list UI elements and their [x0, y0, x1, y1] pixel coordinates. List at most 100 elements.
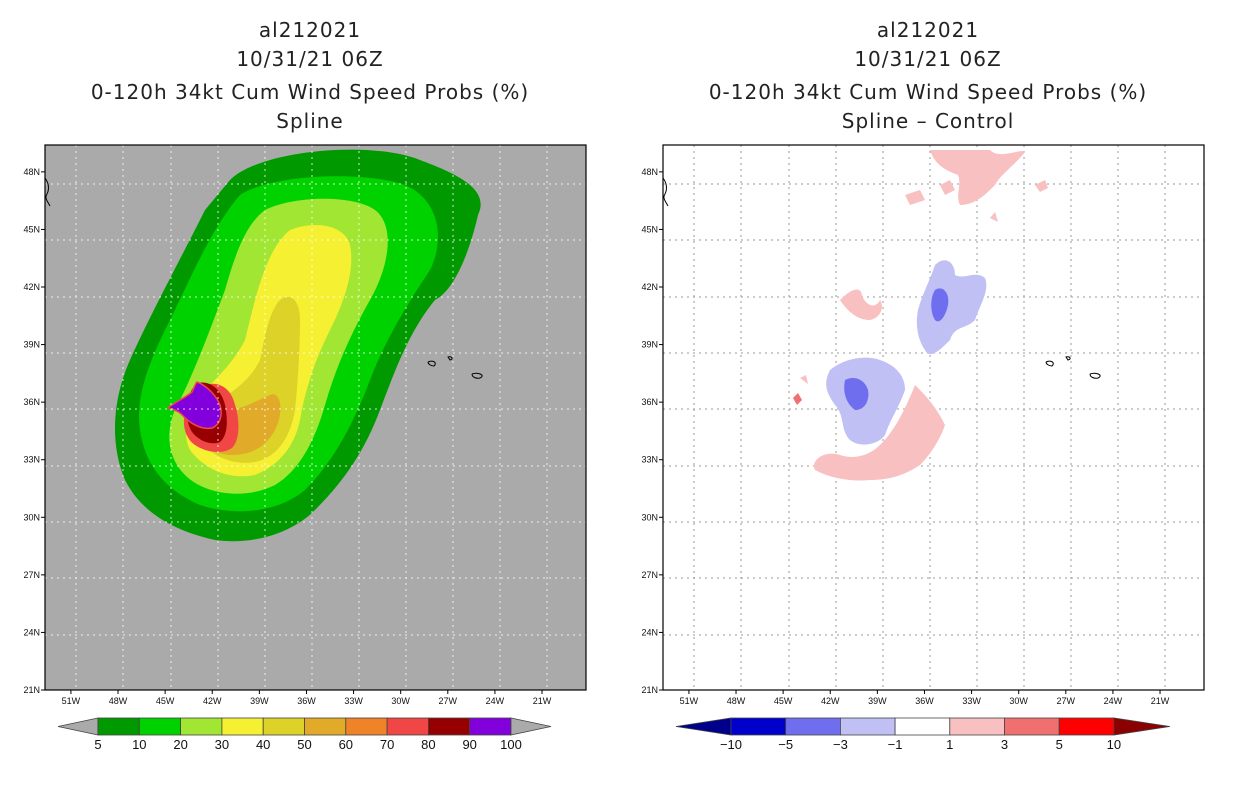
- x-tick-label: 21W: [533, 696, 552, 706]
- x-tick-label: 27W: [439, 696, 458, 706]
- positive-region-lower-small-1: [793, 393, 802, 405]
- x-tick-label: 30W: [1009, 696, 1028, 706]
- y-tick-label: 30N: [23, 512, 40, 522]
- left-coastlines: [44, 177, 483, 379]
- colorbar-swatch: [304, 717, 347, 736]
- positive-region-top-small-1: [905, 190, 925, 205]
- x-tick-label: 21W: [1151, 696, 1170, 706]
- x-tick-label: 48W: [727, 696, 746, 706]
- y-tick-label: 30N: [641, 512, 658, 522]
- colorbar-swatch: [469, 717, 512, 736]
- x-tick-label: 51W: [680, 696, 699, 706]
- y-tick-label: 33N: [23, 455, 40, 465]
- colorbar-swatch: [1004, 717, 1060, 736]
- positive-region-lower-small-2: [800, 375, 808, 384]
- colorbar-extend-high: [1113, 717, 1170, 736]
- colorbar-label: 50: [297, 737, 311, 752]
- positive-region-top-small-4: [990, 212, 998, 222]
- colorbar-swatch: [138, 717, 182, 736]
- colorbar-swatch: [1058, 717, 1115, 736]
- left-colorbar: 5 10 20 30 40 50 60 70 80 90 100: [57, 717, 552, 752]
- colorbar-extend-low: [675, 717, 732, 736]
- y-tick-label: 39N: [23, 340, 40, 350]
- x-tick-label: 24W: [486, 696, 505, 706]
- negative-region-lower-core: [844, 378, 869, 410]
- colorbar-label: 5: [94, 737, 101, 752]
- colorbar-label: −10: [720, 737, 742, 752]
- right-colorbar: −10 −5 −3 −1 1 3 5 10: [675, 717, 1170, 752]
- colorbar-extend-low: [57, 717, 99, 736]
- colorbar-label: 10: [1107, 737, 1121, 752]
- x-tick-label: 51W: [62, 696, 81, 706]
- colorbar-swatch: [427, 717, 471, 736]
- y-tick-label: 45N: [23, 224, 40, 234]
- y-tick-label: 24N: [641, 627, 658, 637]
- positive-region-top: [930, 150, 1025, 205]
- right-datetime: 10/31/21 06Z: [854, 47, 1002, 71]
- colorbar-label: 100: [500, 737, 522, 752]
- right-y-axis: 21N 24N 27N 30N 33N 36N 39N 42N 45N 48N: [641, 167, 663, 695]
- colorbar-label: −5: [778, 737, 793, 752]
- colorbar-label: 70: [380, 737, 394, 752]
- right-title: 0-120h 34kt Cum Wind Speed Probs (%): [708, 80, 1148, 104]
- y-tick-label: 33N: [641, 455, 658, 465]
- negative-region-upper: [916, 260, 987, 355]
- x-tick-label: 36W: [915, 696, 934, 706]
- left-contours: [114, 149, 481, 542]
- colorbar-label: 60: [339, 737, 353, 752]
- left-subtitle: Spline: [276, 109, 344, 133]
- colorbar-swatch: [894, 717, 951, 736]
- y-tick-label: 42N: [23, 282, 40, 292]
- colorbar-swatch: [949, 717, 1005, 736]
- colorbar-label: 40: [256, 737, 270, 752]
- colorbar-label: −3: [833, 737, 848, 752]
- colorbar-swatch: [840, 717, 896, 736]
- right-diff-regions: [793, 150, 1048, 481]
- colorbar-label: 80: [421, 737, 435, 752]
- colorbar-label: 5: [1056, 737, 1063, 752]
- contour-90: [166, 381, 222, 430]
- left-title-block: al212021 10/31/21 06Z 0-120h 34kt Cum Wi…: [40, 16, 580, 136]
- colorbar-swatch: [180, 717, 223, 736]
- colorbar-label: 3: [1001, 737, 1008, 752]
- x-tick-label: 33W: [962, 696, 981, 706]
- x-tick-label: 39W: [868, 696, 887, 706]
- y-tick-label: 27N: [641, 570, 658, 580]
- colorbar-extend-high: [510, 717, 552, 736]
- left-storm-id: al212021: [258, 18, 362, 42]
- x-tick-label: 24W: [1104, 696, 1123, 706]
- right-map: 21N 24N 27N 30N 33N 36N 39N 42N 45N 48N 51W 48W 45W…: [641, 144, 1205, 752]
- left-title: 0-120h 34kt Cum Wind Speed Probs (%): [90, 80, 530, 104]
- y-tick-label: 39N: [641, 340, 658, 350]
- y-tick-label: 21N: [641, 685, 658, 695]
- colorbar-swatch: [730, 717, 787, 736]
- right-subtitle: Spline – Control: [841, 109, 1015, 133]
- colorbar-label: 90: [462, 737, 476, 752]
- x-tick-label: 39W: [250, 696, 269, 706]
- positive-region-top-small-3: [940, 180, 955, 195]
- left-map-frame: [44, 144, 587, 691]
- left-map: 21N 24N 27N 30N 33N 36N 39N 42N 45N 48N 51W 48W 45W…: [23, 144, 587, 752]
- x-tick-label: 33W: [344, 696, 363, 706]
- x-tick-label: 48W: [109, 696, 128, 706]
- x-tick-label: 27W: [1057, 696, 1076, 706]
- y-tick-label: 36N: [641, 397, 658, 407]
- colorbar-swatch: [345, 717, 388, 736]
- colorbar-label: 30: [215, 737, 229, 752]
- right-map-frame: [662, 144, 1205, 691]
- colorbar-label: 10: [132, 737, 146, 752]
- x-tick-label: 42W: [203, 696, 222, 706]
- y-tick-label: 27N: [23, 570, 40, 580]
- y-tick-label: 48N: [641, 167, 658, 177]
- y-tick-label: 36N: [23, 397, 40, 407]
- x-tick-label: 45W: [774, 696, 793, 706]
- right-x-axis: 51W 48W 45W 42W 39W 36W 33W 30W 27W 24W 21W: [680, 690, 1170, 706]
- x-tick-label: 36W: [297, 696, 316, 706]
- y-tick-label: 21N: [23, 685, 40, 695]
- positive-region-top-small-2: [1035, 180, 1048, 192]
- left-grid: [45, 145, 586, 690]
- colorbar-swatch: [97, 717, 140, 736]
- x-tick-label: 30W: [391, 696, 410, 706]
- positive-region-mid: [840, 289, 882, 320]
